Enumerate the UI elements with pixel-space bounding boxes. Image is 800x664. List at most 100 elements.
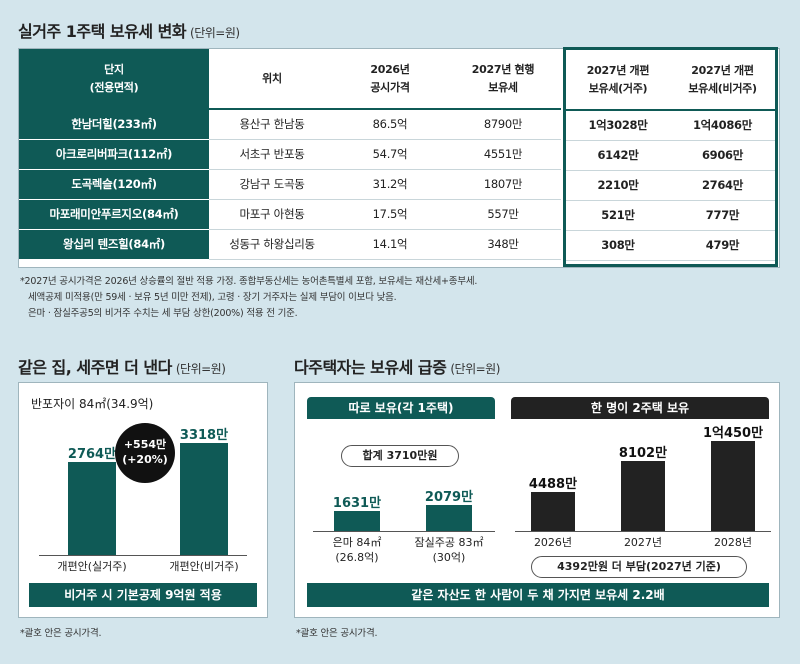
table-row: 1억3028만 1억4086만 — [566, 110, 775, 141]
cell-reform-res: 521만 — [566, 200, 670, 231]
table-row: 도곡렉슬(120㎡) 강남구 도곡동 31.2억 1807만 — [19, 169, 561, 200]
cell-location: 성동구 하왕십리동 — [209, 229, 335, 260]
chart-bar — [621, 461, 665, 531]
diff-circle: +554만 (+20%) — [115, 423, 175, 483]
cell-location: 강남구 도곡동 — [209, 169, 335, 200]
note-line: 세액공제 미적용(만 59세 · 보유 5년 미만 전제), 고령 · 장기 거… — [28, 292, 397, 303]
cell-reform-nonres: 6906만 — [670, 140, 775, 171]
bar-value-label: 3318만 — [179, 428, 229, 443]
cell-reform-nonres: 777만 — [670, 200, 775, 231]
chart-bar — [426, 505, 472, 531]
cell-danji: 한남더힐(233㎡) — [19, 109, 209, 140]
category-label: 2028년 — [713, 536, 753, 549]
category-label: 2027년 — [623, 536, 663, 549]
burden-pill: 4392만원 더 부담(2027년 기준) — [531, 556, 747, 578]
bar-value-label: 1631만 — [332, 495, 382, 511]
cell-reform-res: 6142만 — [566, 140, 670, 171]
chart-bar — [711, 441, 755, 531]
table-row: 521만 777만 — [566, 200, 775, 231]
table-row: 한남더힐(233㎡) 용산구 한남동 86.5억 8790만 — [19, 109, 561, 140]
tax-table: 단지 (전용면적) 위치 2026년 공시가격 2027년 현행 보유세 한남더힐(2… — [19, 49, 561, 260]
right-chart-panel: 따로 보유(각 1주택) 한 명이 2주택 보유 합계 3710만원 1631만… — [294, 382, 780, 618]
table-row: 2210만 2764만 — [566, 170, 775, 201]
cell-reform-nonres: 2764만 — [670, 170, 775, 201]
top-title: 실거주 1주택 보유세 변화 (단위=원) — [18, 18, 240, 42]
left-title: 같은 집, 세주면 더 낸다 (단위=원) — [18, 354, 226, 378]
bar-value-label: 2079만 — [424, 490, 474, 506]
header-reform-res: 2027년 개편 보유세(거주) — [566, 50, 670, 111]
chart-baseline — [313, 531, 495, 532]
multi-ownership-header: 한 명이 2주택 보유 — [511, 397, 769, 419]
chart-baseline — [515, 531, 771, 532]
category-label: 개편안(비거주) — [169, 560, 239, 573]
chart-bar — [334, 510, 380, 531]
left-title-text: 같은 집, 세주면 더 낸다 — [18, 358, 172, 377]
cell-reform-nonres: 1억4086만 — [670, 110, 775, 141]
cell-price: 14.1억 — [335, 229, 445, 260]
reform-table: 2027년 개편 보유세(거주) 2027년 개편 보유세(비거주) 1억3028만… — [566, 50, 775, 261]
bar-value-label: 1억450만 — [702, 426, 764, 441]
cell-price: 86.5억 — [335, 109, 445, 140]
table-row: 마포래미안푸르지오(84㎡) 마포구 아현동 17.5억 557만 — [19, 199, 561, 230]
cell-price: 31.2억 — [335, 169, 445, 200]
bar-value-label: 2764만 — [67, 446, 117, 462]
table-row: 308만 479만 — [566, 230, 775, 261]
note-line: *2027년 공시가격은 2026년 상승률의 절반 적용 가정. 종합부동산세… — [20, 276, 478, 287]
cell-reform-res: 1억3028만 — [566, 110, 670, 141]
header-price: 2026년 공시가격 — [335, 49, 445, 110]
top-notes: *2027년 공시가격은 2026년 상승률의 절반 적용 가정. 종합부동산세… — [20, 274, 477, 322]
header-location: 위치 — [209, 49, 335, 110]
top-title-unit: (단위=원) — [190, 26, 240, 40]
category-label: 은마 84㎡ (26.8억) — [332, 536, 382, 564]
bar-value-label: 8102만 — [618, 446, 668, 462]
cell-danji: 왕십리 텐즈힐(84㎡) — [19, 229, 209, 260]
chart-bar — [180, 443, 228, 555]
cell-tax2027: 1807만 — [445, 169, 561, 200]
table-row: 아크로리버파크(112㎡) 서초구 반포동 54.7억 4551만 — [19, 139, 561, 170]
chart-bar — [68, 461, 116, 555]
top-title-text: 실거주 1주택 보유세 변화 — [18, 22, 187, 41]
left-note: *괄호 안은 공시가격. — [20, 628, 102, 639]
header-reform-nonres: 2027년 개편 보유세(비거주) — [670, 50, 775, 111]
cell-reform-res: 2210만 — [566, 170, 670, 201]
table-row: 6142만 6906만 — [566, 140, 775, 171]
cell-reform-nonres: 479만 — [670, 230, 775, 261]
cell-location: 마포구 아현동 — [209, 199, 335, 230]
tax-table-panel: 단지 (전용면적) 위치 2026년 공시가격 2027년 현행 보유세 한남더힐(2… — [18, 47, 780, 268]
category-label: 개편안(실거주) — [57, 560, 127, 573]
cell-danji: 마포래미안푸르지오(84㎡) — [19, 199, 209, 230]
category-label: 잠실주공 83㎡ (30억) — [414, 536, 484, 564]
right-note: *괄호 안은 공시가격. — [296, 628, 378, 639]
reform-highlight-box: 2027년 개편 보유세(거주) 2027년 개편 보유세(비거주) 1억3028만… — [563, 47, 778, 267]
cell-danji: 아크로리버파크(112㎡) — [19, 139, 209, 170]
cell-price: 17.5억 — [335, 199, 445, 230]
bar-value-label: 4488만 — [528, 477, 578, 493]
left-chart-subtitle: 반포자이 84㎡(34.9억) — [31, 397, 154, 411]
cell-price: 54.7억 — [335, 139, 445, 170]
cell-reform-res: 308만 — [566, 230, 670, 261]
right-title-unit: (단위=원) — [450, 362, 500, 376]
right-title: 다주택자는 보유세 급증 (단위=원) — [294, 354, 500, 378]
multi-chart-area: 4488만 2026년 8102만 2027년 1억450만 2028년 — [505, 383, 781, 583]
separate-ownership-header: 따로 보유(각 1주택) — [307, 397, 495, 419]
cell-location: 서초구 반포동 — [209, 139, 335, 170]
cell-location: 용산구 한남동 — [209, 109, 335, 140]
left-title-unit: (단위=원) — [175, 362, 226, 376]
table-row: 왕십리 텐즈힐(84㎡) 성동구 하왕십리동 14.1억 348만 — [19, 229, 561, 260]
header-tax2027: 2027년 현행 보유세 — [445, 49, 561, 110]
right-banner: 같은 자산도 한 사람이 두 채 가지면 보유세 2.2배 — [307, 583, 769, 607]
chart-bar — [531, 492, 575, 531]
cell-tax2027: 348만 — [445, 229, 561, 260]
left-banner: 비거주 시 기본공제 9억원 적용 — [29, 583, 257, 607]
header-danji: 단지 (전용면적) — [19, 49, 209, 110]
chart-baseline — [39, 555, 247, 556]
cell-tax2027: 8790만 — [445, 109, 561, 140]
cell-tax2027: 557만 — [445, 199, 561, 230]
category-label: 2026년 — [533, 536, 573, 549]
cell-tax2027: 4551만 — [445, 139, 561, 170]
sum-pill: 합계 3710만원 — [341, 445, 459, 467]
right-title-text: 다주택자는 보유세 급증 — [294, 358, 447, 377]
